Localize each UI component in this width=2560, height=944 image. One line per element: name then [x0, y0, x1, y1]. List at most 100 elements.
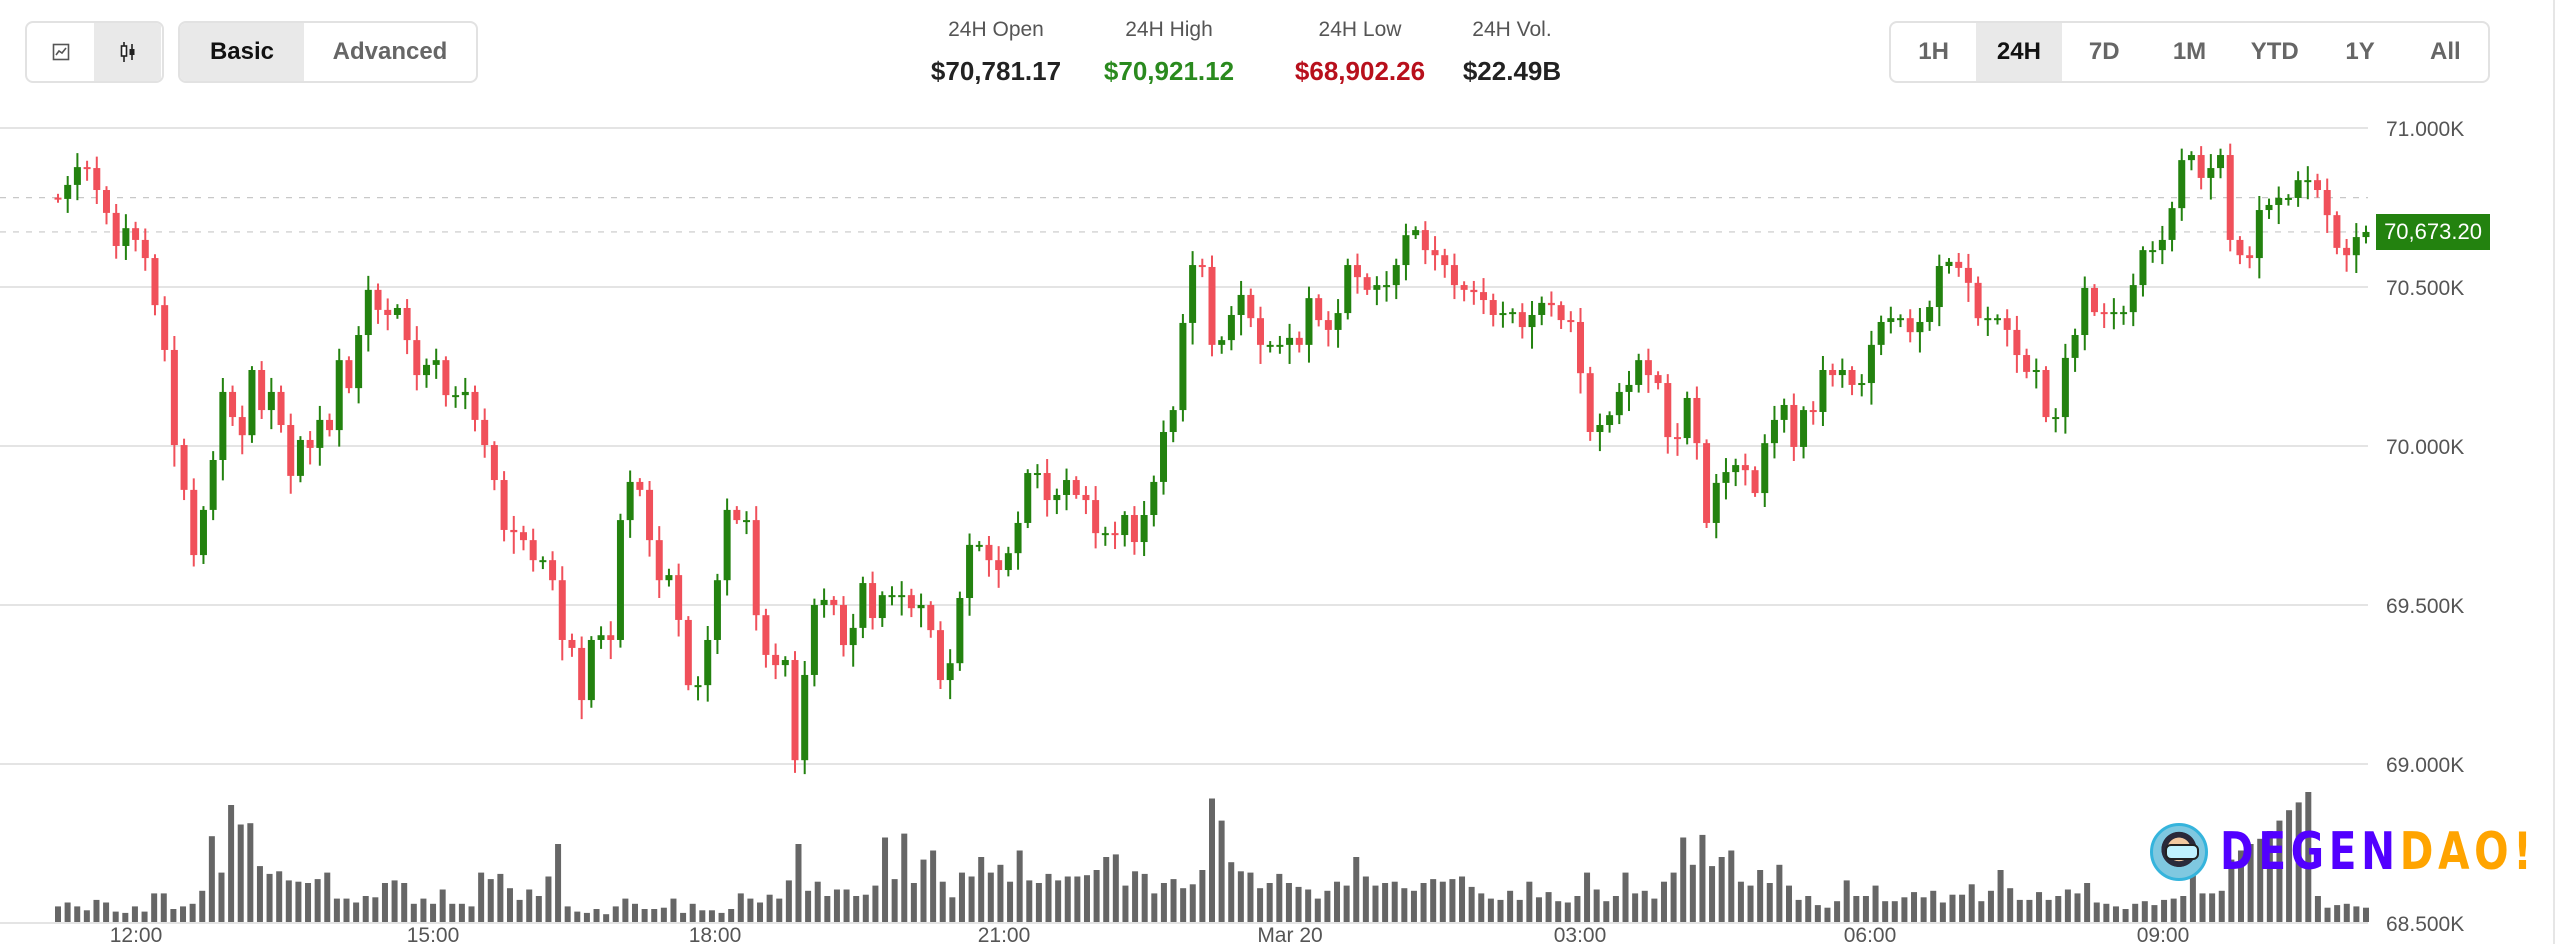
candle-up	[1334, 299, 1342, 348]
volume-bar	[843, 889, 850, 922]
candle-up	[2158, 225, 2166, 265]
candle-up	[859, 576, 867, 639]
volume-bar	[1285, 883, 1292, 922]
range-all[interactable]: All	[2429, 38, 2461, 65]
volume-bar	[1516, 899, 1523, 922]
candle-body	[413, 340, 421, 376]
advanced-button[interactable]: Advanced	[332, 38, 448, 65]
volume-bar	[295, 881, 302, 922]
candle-down	[1547, 291, 1555, 317]
volume-bar	[1132, 871, 1139, 922]
range-ytd[interactable]: YTD	[2250, 38, 2299, 65]
candle-body	[267, 391, 275, 411]
candle-body	[1082, 494, 1090, 501]
candle-body	[452, 395, 460, 398]
range-1y[interactable]: 1Y	[2345, 38, 2375, 65]
candle-body	[500, 480, 508, 530]
candle-up	[597, 626, 605, 649]
volume-bar	[1410, 890, 1417, 922]
volume-bar	[112, 911, 119, 922]
volume-bar	[1911, 892, 1918, 922]
volume-bar	[420, 898, 427, 922]
candle-body	[258, 369, 266, 411]
candle-body	[1460, 285, 1468, 290]
volume-bar	[2189, 872, 2196, 922]
candle-body	[646, 489, 654, 541]
candle-up	[267, 377, 275, 430]
candle-down	[161, 296, 169, 362]
candle-body	[704, 639, 712, 686]
volume-bar	[1189, 884, 1196, 922]
candle-down	[907, 588, 915, 618]
volume-bar	[2334, 905, 2341, 922]
candle-body	[1489, 300, 1497, 315]
volume-bar	[603, 914, 610, 922]
candle-up	[199, 506, 207, 564]
candle-up	[966, 533, 974, 616]
candle-up	[1916, 307, 1924, 353]
volume-bar	[660, 907, 667, 922]
volume-bar	[468, 906, 475, 922]
candle-body	[1935, 266, 1943, 308]
candlestick-button[interactable]	[94, 23, 161, 81]
volume-bar	[1987, 890, 1994, 922]
stat-volume-label: 24H Vol.	[1472, 18, 1552, 41]
y-tick-label: 69.000K	[2386, 754, 2464, 777]
volume-bar	[1362, 876, 1369, 922]
candle-body	[490, 445, 498, 481]
candle-up	[1935, 254, 1943, 327]
candle-body	[1829, 369, 1837, 376]
volume-bar	[1122, 885, 1129, 922]
volume-bar	[1641, 890, 1648, 922]
candle-body	[1741, 465, 1749, 471]
volume-bar	[1526, 881, 1533, 922]
candle-up	[1412, 226, 1420, 239]
candle-body	[1412, 230, 1420, 236]
candle-down	[1848, 366, 1856, 396]
range-7d[interactable]: 7D	[2088, 38, 2120, 65]
candle-body	[2081, 287, 2089, 336]
volume-bar	[333, 898, 340, 922]
candle-down	[54, 193, 62, 203]
candle-body	[1955, 261, 1963, 268]
volume-bar	[2295, 802, 2302, 922]
volume-bar	[1786, 885, 1792, 922]
candle-down	[258, 361, 266, 419]
range-1h[interactable]: 1H	[1918, 38, 1949, 65]
volume-bar	[1776, 864, 1783, 922]
candle-down	[2343, 238, 2351, 272]
candle-body	[1063, 480, 1071, 495]
volume-bar	[1382, 883, 1389, 922]
volume-bar	[2237, 850, 2244, 922]
basic-button[interactable]: Basic	[180, 23, 304, 81]
volume-bar	[1074, 876, 1081, 922]
candle-up	[626, 470, 634, 538]
volume-bar	[641, 909, 648, 922]
volume-bar	[814, 881, 821, 922]
line-chart-button[interactable]	[27, 23, 94, 81]
candle-up	[1286, 323, 1294, 364]
candle-body	[1276, 344, 1284, 347]
candle-body	[1926, 307, 1934, 322]
candle-body	[1993, 318, 2001, 321]
volume-bar	[1305, 889, 1312, 922]
candle-down	[1790, 393, 1798, 461]
candle-up	[1528, 300, 1536, 349]
volume-bar	[2064, 889, 2071, 922]
range-24h[interactable]: 24H	[1976, 23, 2062, 81]
candle-up	[1984, 306, 1992, 336]
y-tick-label: 70.000K	[2386, 436, 2464, 459]
candle-body	[597, 635, 605, 640]
volume-bar	[1228, 862, 1235, 922]
x-tick-label: 09:00	[2137, 924, 2190, 944]
candle-body	[907, 595, 915, 609]
candle-down	[1809, 401, 1817, 425]
candle-body	[985, 544, 993, 561]
volume-bar	[487, 879, 494, 922]
range-1m[interactable]: 1M	[2172, 38, 2207, 65]
candle-up	[2081, 276, 2089, 351]
candle-down	[2042, 366, 2050, 423]
candle-up	[364, 275, 372, 352]
volume-bar	[1603, 901, 1610, 922]
